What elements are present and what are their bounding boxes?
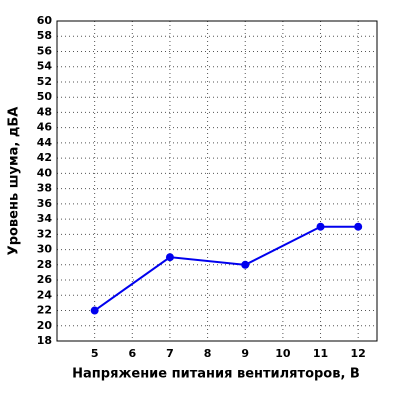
y-tick-label: 34 [37, 212, 53, 225]
y-tick-label: 56 [37, 44, 53, 57]
y-tick-label: 22 [37, 304, 52, 317]
y-tick-label: 40 [37, 166, 53, 179]
x-tick-label: 10 [275, 347, 291, 360]
data-point [90, 306, 99, 315]
y-tick-label: 54 [37, 60, 53, 73]
y-tick-label: 26 [37, 273, 53, 286]
data-point [165, 253, 174, 262]
x-tick-label: 9 [241, 347, 249, 360]
y-tick-label: 58 [37, 29, 52, 42]
plot-frame [56, 20, 378, 342]
x-tick-label: 6 [128, 347, 136, 360]
y-tick-label: 48 [37, 105, 52, 118]
y-tick-label: 32 [37, 227, 52, 240]
y-tick-label: 30 [37, 243, 53, 256]
x-tick-label: 7 [166, 347, 174, 360]
data-point [241, 260, 250, 269]
data-point [354, 222, 363, 231]
y-tick-label: 46 [37, 121, 53, 134]
x-tick-label: 11 [313, 347, 328, 360]
y-tick-label: 20 [37, 319, 53, 332]
x-tick-label: 5 [91, 347, 99, 360]
y-tick-label: 18 [37, 334, 52, 347]
y-tick-label: 24 [37, 288, 53, 301]
y-tick-label: 42 [37, 151, 52, 164]
y-axis-label: Уровень шума, дБА [7, 107, 22, 256]
y-tick-label: 28 [37, 258, 52, 271]
y-tick-label: 50 [37, 90, 53, 103]
x-tick-label: 12 [351, 347, 366, 360]
y-tick-label: 38 [37, 182, 52, 195]
y-tick-label: 36 [37, 197, 53, 210]
x-tick-label: 8 [204, 347, 212, 360]
data-point [316, 222, 325, 231]
y-tick-label: 52 [37, 75, 52, 88]
series-line [94, 225, 359, 312]
x-axis-label: Напряжение питания вентиляторов, В [72, 367, 360, 382]
y-tick-label: 60 [37, 14, 53, 27]
y-tick-label: 44 [37, 136, 53, 149]
